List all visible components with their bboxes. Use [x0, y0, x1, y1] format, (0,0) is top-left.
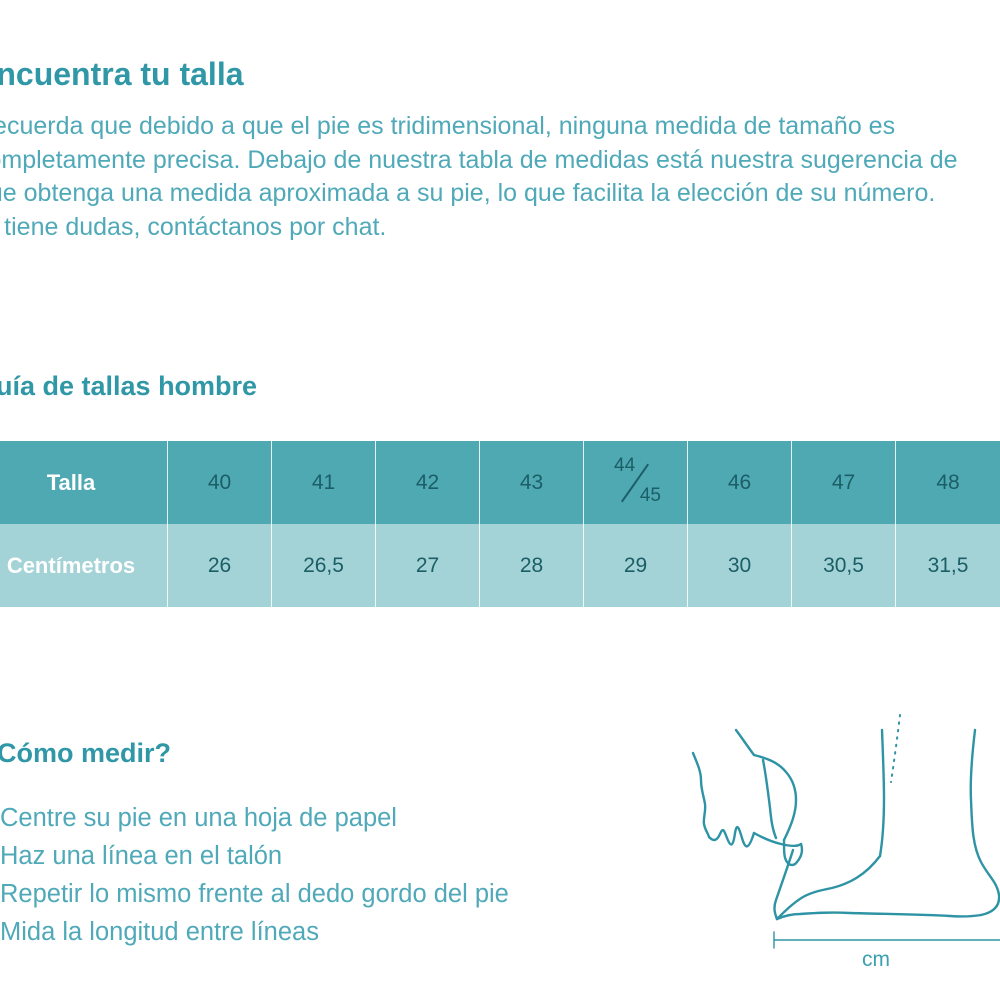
svg-text:cm: cm [862, 948, 890, 971]
